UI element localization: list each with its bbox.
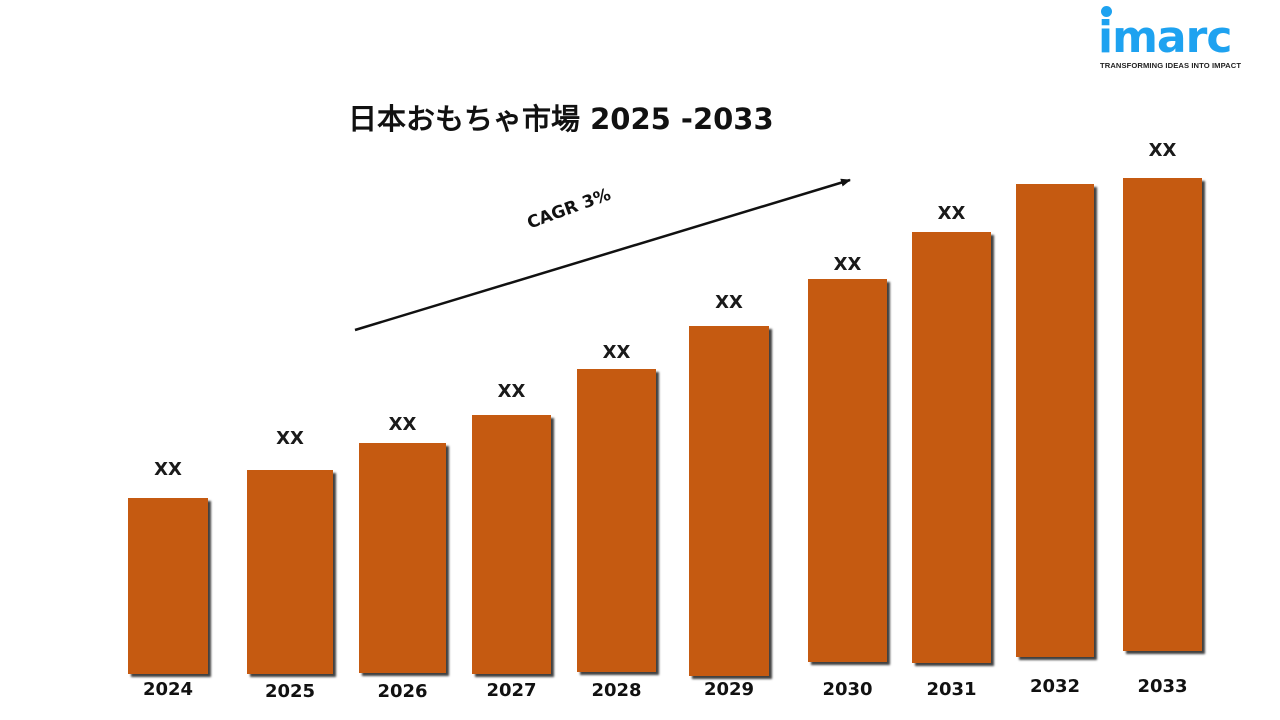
chart-title: 日本おもちゃ市場 2025 -2033 (348, 102, 774, 136)
category-label-2032: 2032 (1029, 676, 1081, 697)
bar-2031 (912, 232, 991, 663)
category-label-2024: 2024 (142, 679, 194, 700)
imarc-logo: imarc TRANSFORMING IDEAS INTO IMPACT (1098, 2, 1258, 74)
value-label-2029: XX (715, 292, 743, 313)
category-label-2028: 2028 (591, 680, 642, 701)
category-label-2030: 2030 (822, 679, 873, 700)
bar-2028 (577, 369, 656, 672)
value-label-2028: XX (602, 342, 631, 363)
category-label-2027: 2027 (486, 680, 537, 701)
cagr-label: CAGR 3% (524, 184, 614, 234)
bar-2030 (808, 279, 887, 662)
logo-tagline: TRANSFORMING IDEAS INTO IMPACT (1100, 61, 1242, 70)
value-label-2026: XX (388, 414, 417, 435)
value-label-2033: XX (1148, 140, 1177, 161)
bar-2033 (1123, 178, 1202, 651)
category-label-2026: 2026 (377, 681, 428, 702)
category-label-2033: 2033 (1137, 676, 1188, 697)
value-label-2030: XX (833, 254, 862, 275)
category-label-2029: 2029 (703, 679, 755, 700)
logo-dot (1101, 6, 1112, 17)
value-label-2024: XX (154, 459, 182, 480)
bar-2032 (1016, 184, 1094, 657)
category-label-2025: 2025 (264, 681, 316, 702)
category-label-2031: 2031 (926, 679, 977, 700)
value-label-2027: XX (497, 381, 526, 402)
bar-2026 (359, 443, 446, 673)
bar-2029 (689, 326, 769, 676)
bar-2027 (472, 415, 551, 674)
bar-2024 (128, 498, 208, 674)
bar-2025 (247, 470, 333, 674)
logo-wordmark: imarc (1098, 12, 1232, 63)
value-label-2025: XX (276, 428, 304, 449)
value-label-2031: XX (937, 203, 966, 224)
